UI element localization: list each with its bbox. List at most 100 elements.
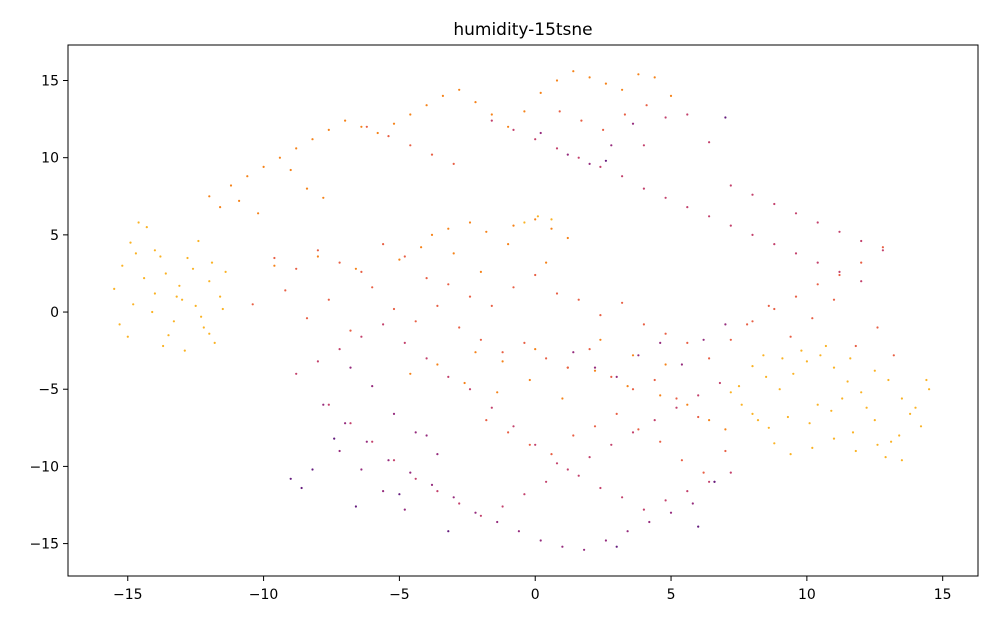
data-point xyxy=(210,261,214,264)
data-point xyxy=(344,422,347,425)
y-tick-label: 15 xyxy=(41,74,59,90)
data-point xyxy=(137,221,140,224)
data-point xyxy=(599,314,602,317)
data-point xyxy=(846,380,849,383)
data-point xyxy=(485,419,488,422)
data-point xyxy=(251,303,254,306)
data-point xyxy=(539,539,542,542)
data-point xyxy=(371,385,374,388)
data-point xyxy=(349,366,352,369)
data-point xyxy=(561,545,564,548)
data-point xyxy=(354,505,357,508)
data-point xyxy=(599,338,602,341)
data-point xyxy=(566,468,569,471)
data-point xyxy=(900,397,904,400)
x-tick-label: −10 xyxy=(249,587,279,603)
data-point xyxy=(686,341,689,344)
data-point xyxy=(229,184,233,187)
y-tick-label: 10 xyxy=(41,151,59,167)
data-point xyxy=(713,480,716,483)
data-point xyxy=(631,122,635,125)
data-point xyxy=(479,514,482,517)
data-point xyxy=(588,456,591,459)
data-point xyxy=(631,431,635,434)
data-point xyxy=(740,403,743,406)
data-point xyxy=(322,196,325,199)
data-point xyxy=(577,474,580,477)
data-point xyxy=(773,202,776,206)
data-point xyxy=(849,357,852,360)
data-point xyxy=(468,221,472,224)
data-point xyxy=(623,113,627,116)
data-point xyxy=(816,283,819,286)
data-point xyxy=(523,221,526,224)
data-point xyxy=(637,354,640,357)
data-point xyxy=(113,287,116,290)
data-point xyxy=(354,267,357,270)
data-point xyxy=(430,483,434,486)
data-point xyxy=(550,453,553,456)
data-point xyxy=(338,261,341,264)
x-tick-label: −5 xyxy=(389,587,410,603)
data-point xyxy=(392,307,396,311)
data-point xyxy=(392,122,396,125)
data-point xyxy=(360,335,363,338)
data-point xyxy=(409,471,412,474)
data-point xyxy=(507,125,510,128)
data-point xyxy=(664,499,667,502)
data-point xyxy=(708,357,711,360)
data-point xyxy=(610,144,613,147)
data-point xyxy=(420,246,423,249)
data-point xyxy=(577,298,580,301)
data-point xyxy=(550,218,553,221)
data-point xyxy=(789,335,792,338)
data-point xyxy=(555,79,559,82)
data-point xyxy=(593,425,597,428)
data-point xyxy=(441,94,444,97)
data-point xyxy=(278,156,281,159)
data-point xyxy=(653,76,656,79)
data-point xyxy=(257,212,260,215)
data-point xyxy=(588,76,591,79)
data-point xyxy=(580,119,583,122)
data-point xyxy=(572,351,575,354)
data-point xyxy=(773,307,776,311)
data-point xyxy=(925,378,928,382)
data-point xyxy=(577,156,580,159)
data-point xyxy=(751,412,754,415)
data-point xyxy=(697,525,700,528)
data-point xyxy=(686,113,689,116)
data-point xyxy=(729,338,732,341)
data-point xyxy=(409,113,412,116)
data-point xyxy=(729,224,732,227)
data-point xyxy=(604,159,608,162)
data-point xyxy=(718,381,722,385)
data-point xyxy=(534,138,537,141)
data-point xyxy=(289,168,292,172)
data-point xyxy=(854,449,857,453)
data-point xyxy=(751,233,754,236)
data-point xyxy=(289,477,292,480)
data-point xyxy=(414,477,417,480)
data-point xyxy=(387,135,390,138)
data-point xyxy=(781,357,784,360)
data-point xyxy=(631,354,635,357)
data-point xyxy=(599,165,602,168)
data-point xyxy=(539,131,542,135)
data-point xyxy=(194,304,197,307)
data-point xyxy=(653,419,656,422)
data-point xyxy=(316,249,319,252)
data-point xyxy=(200,315,203,318)
data-point xyxy=(126,335,129,338)
data-point xyxy=(523,110,526,113)
data-point xyxy=(305,187,309,190)
data-point xyxy=(669,94,673,97)
data-point xyxy=(365,440,368,443)
data-point xyxy=(392,412,396,415)
data-point xyxy=(512,128,515,131)
data-point xyxy=(145,226,148,229)
data-point xyxy=(365,125,368,128)
data-point xyxy=(208,195,211,198)
x-tick-label: 0 xyxy=(531,587,540,603)
data-point xyxy=(273,256,276,260)
